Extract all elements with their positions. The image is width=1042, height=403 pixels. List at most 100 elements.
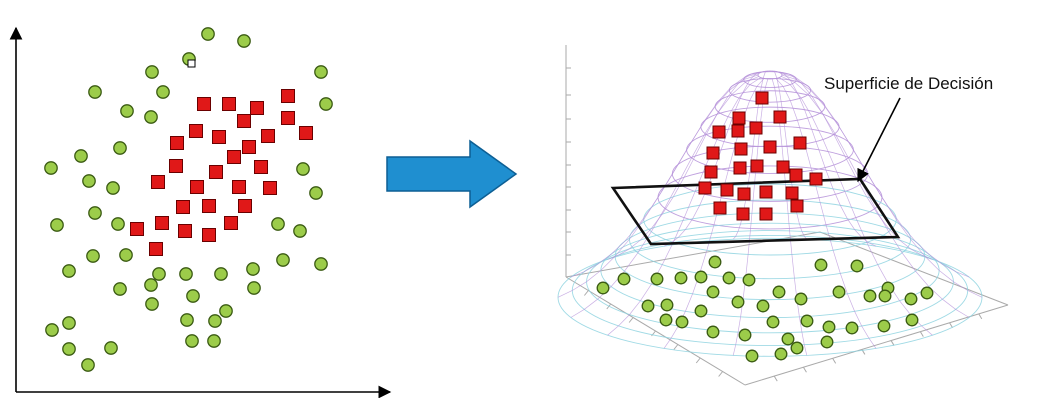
circle-marker	[694, 304, 708, 318]
circle-marker	[104, 341, 118, 355]
square-marker	[224, 216, 238, 230]
square-marker	[197, 97, 211, 111]
circle-marker	[208, 314, 222, 328]
circle-marker	[207, 334, 221, 348]
circle-marker	[794, 292, 808, 306]
circle-marker	[877, 319, 891, 333]
circle-marker	[62, 316, 76, 330]
circle-marker	[293, 224, 307, 238]
circle-marker	[742, 273, 756, 287]
square-marker	[704, 165, 718, 179]
circle-marker	[745, 349, 759, 363]
circle-marker	[186, 289, 200, 303]
square-marker	[755, 91, 769, 105]
circle-marker	[863, 289, 877, 303]
decision-plane	[610, 177, 901, 246]
square-marker	[170, 136, 184, 150]
square-marker	[698, 181, 712, 195]
circle-marker	[309, 186, 323, 200]
circle-marker	[144, 110, 158, 124]
square-marker	[759, 207, 773, 221]
circle-marker	[617, 272, 631, 286]
circle-marker	[119, 248, 133, 262]
circle-marker	[276, 253, 290, 267]
circle-marker	[314, 257, 328, 271]
square-marker	[242, 140, 256, 154]
square-marker	[222, 97, 236, 111]
decision-surface-mesh	[557, 70, 983, 357]
square-marker	[737, 187, 751, 201]
circle-marker	[145, 65, 159, 79]
square-marker	[190, 180, 204, 194]
square-marker	[263, 181, 277, 195]
circle-marker	[904, 292, 918, 306]
circle-marker	[88, 206, 102, 220]
square-marker	[731, 124, 745, 138]
square-marker	[809, 172, 823, 186]
square-marker	[281, 89, 295, 103]
circle-marker	[756, 299, 770, 313]
circle-marker	[145, 297, 159, 311]
square-marker	[706, 146, 720, 160]
square-marker	[178, 224, 192, 238]
circle-marker	[219, 304, 233, 318]
square-marker	[712, 125, 726, 139]
square-marker	[250, 101, 264, 115]
circle-marker	[62, 264, 76, 278]
3d-class-b-points	[698, 91, 823, 221]
square-marker	[793, 136, 807, 150]
square-marker	[749, 121, 763, 135]
circle-marker	[675, 315, 689, 329]
circle-marker	[781, 332, 795, 346]
circle-marker	[738, 328, 752, 342]
circle-marker	[180, 313, 194, 327]
circle-marker	[774, 347, 788, 361]
square-marker	[734, 142, 748, 156]
circle-marker	[820, 335, 834, 349]
right-arrow-icon	[386, 139, 518, 209]
square-marker	[169, 159, 183, 173]
circle-marker	[237, 34, 251, 48]
circle-marker	[660, 298, 674, 312]
cursor-marker	[187, 59, 196, 68]
circle-marker	[722, 271, 736, 285]
circle-marker	[144, 278, 158, 292]
square-marker	[151, 175, 165, 189]
3d-class-a-points	[596, 255, 934, 363]
circle-marker	[800, 314, 814, 328]
square-marker	[212, 130, 226, 144]
circle-marker	[82, 174, 96, 188]
circle-marker	[214, 267, 228, 281]
square-marker	[232, 180, 246, 194]
circle-marker	[113, 141, 127, 155]
circle-marker	[111, 217, 125, 231]
circle-marker	[45, 323, 59, 337]
circle-marker	[641, 299, 655, 313]
circle-marker	[596, 281, 610, 295]
circle-marker	[706, 325, 720, 339]
square-marker	[299, 126, 313, 140]
circle-marker	[86, 249, 100, 263]
circle-marker	[659, 313, 673, 327]
circle-marker	[708, 255, 722, 269]
circle-marker	[706, 285, 720, 299]
square-marker	[773, 110, 787, 124]
circle-marker	[650, 272, 664, 286]
circle-marker	[247, 281, 261, 295]
square-marker	[713, 201, 727, 215]
square-marker	[732, 111, 746, 125]
circle-marker	[113, 282, 127, 296]
square-marker	[759, 185, 773, 199]
circle-marker	[694, 270, 708, 284]
square-marker	[209, 165, 223, 179]
circle-marker	[179, 267, 193, 281]
square-marker	[785, 186, 799, 200]
square-marker	[736, 207, 750, 221]
square-marker	[790, 199, 804, 213]
square-marker	[202, 228, 216, 242]
circle-marker	[246, 262, 260, 276]
square-marker	[720, 183, 734, 197]
circle-marker	[319, 97, 333, 111]
circle-marker	[120, 104, 134, 118]
